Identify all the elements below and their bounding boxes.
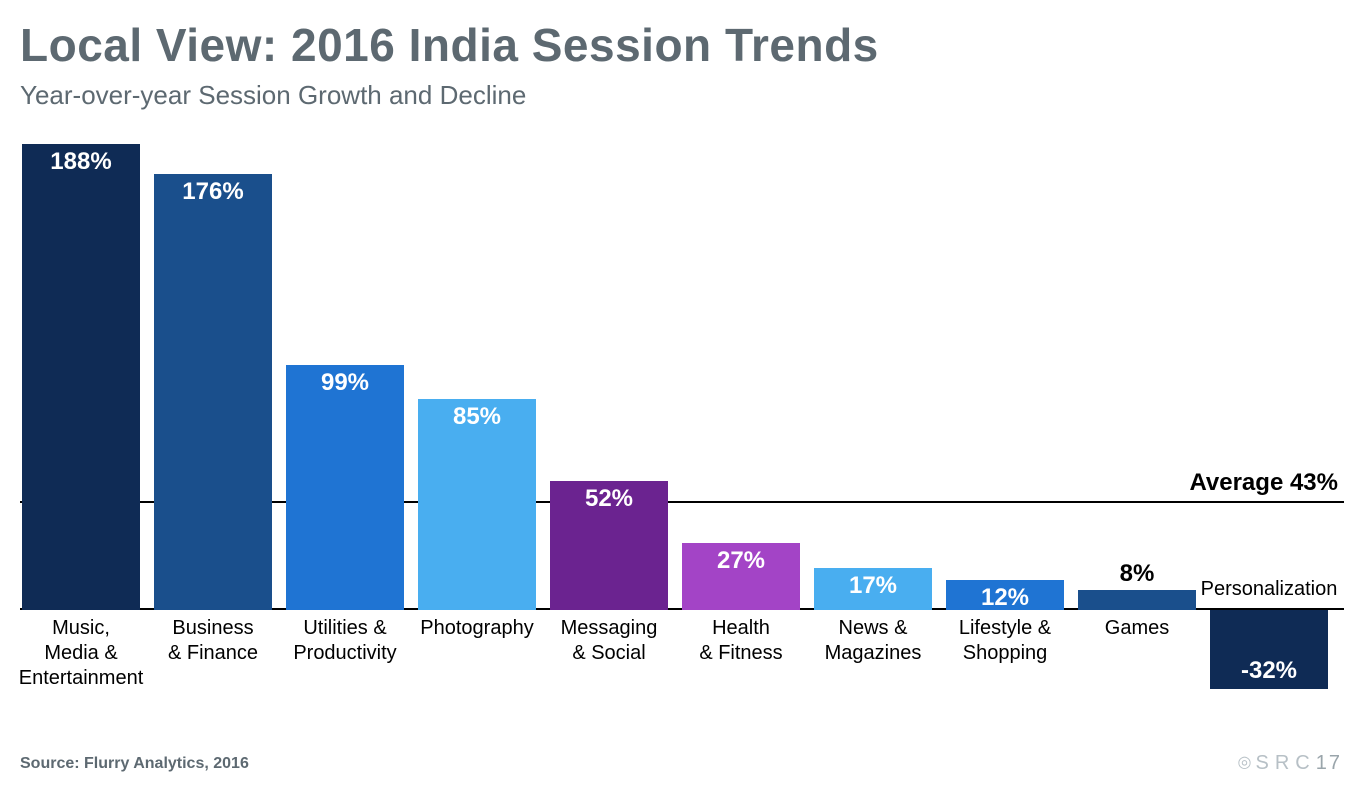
chart-subtitle: Year-over-year Session Growth and Declin…	[20, 80, 526, 111]
source-attribution: Source: Flurry Analytics, 2016	[20, 755, 249, 773]
brand-icon: ◎	[1238, 754, 1256, 771]
bar-value-label: 8%	[1078, 560, 1196, 588]
bar-value-label: 17%	[814, 572, 932, 600]
bar-value-label: 52%	[550, 485, 668, 513]
brand-mark: ◎SRC17	[1238, 752, 1342, 775]
bar: -32%	[1210, 610, 1328, 689]
chart-area: Average 43% 188%Music,Media &Entertainme…	[20, 138, 1344, 718]
category-label: News &Magazines	[802, 616, 944, 666]
bar: 188%	[22, 144, 140, 610]
bar-value-label: 176%	[154, 178, 272, 206]
brand-suffix: 17	[1316, 752, 1342, 774]
bar: 8%	[1078, 590, 1196, 610]
brand-text: SRC	[1256, 752, 1316, 774]
bar: 99%	[286, 365, 404, 610]
category-label: Utilities &Productivity	[274, 616, 416, 666]
bar: 176%	[154, 174, 272, 610]
category-label: Business& Finance	[142, 616, 284, 666]
chart-title: Local View: 2016 India Session Trends	[20, 18, 879, 72]
bar-value-label: 188%	[22, 148, 140, 176]
bar-value-label: 85%	[418, 403, 536, 431]
category-label: Photography	[406, 616, 548, 641]
bar: 52%	[550, 481, 668, 610]
bar: 27%	[682, 543, 800, 610]
bar-value-label: 12%	[946, 584, 1064, 612]
category-label: Messaging& Social	[538, 616, 680, 666]
category-label: Personalization	[1198, 577, 1340, 602]
bar-value-label: 27%	[682, 547, 800, 575]
category-label: Music,Media &Entertainment	[10, 616, 152, 691]
bar: 85%	[418, 399, 536, 610]
category-label: Lifestyle &Shopping	[934, 616, 1076, 666]
bar-value-label: 99%	[286, 369, 404, 397]
bar: 12%	[946, 580, 1064, 610]
average-label: Average 43%	[1189, 469, 1338, 497]
category-label: Health& Fitness	[670, 616, 812, 666]
bar-value-label: -32%	[1210, 657, 1328, 685]
bar: 17%	[814, 568, 932, 610]
category-label: Games	[1066, 616, 1208, 641]
